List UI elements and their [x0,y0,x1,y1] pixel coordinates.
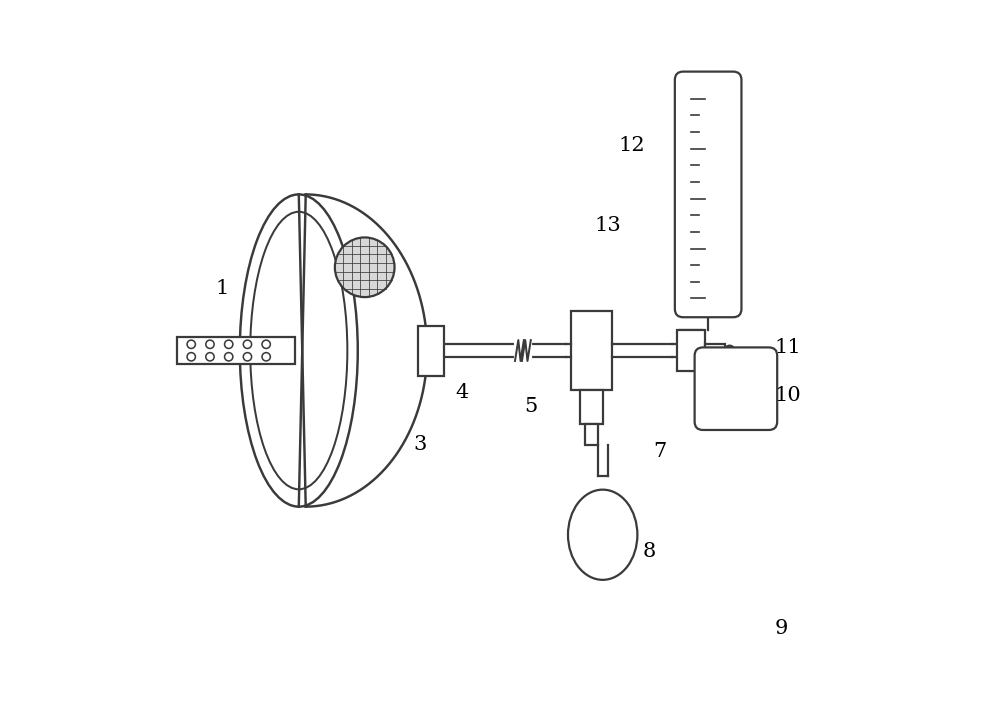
Bar [418,326,444,375]
Text: 4: 4 [455,382,468,401]
Text: 1: 1 [216,278,229,297]
Ellipse shape [568,490,637,580]
FancyBboxPatch shape [675,72,741,317]
Text: 7: 7 [653,442,666,461]
Circle shape [335,237,395,297]
Text: 8: 8 [643,542,656,561]
Text: 11: 11 [775,338,801,357]
FancyBboxPatch shape [695,348,777,430]
Circle shape [725,346,735,355]
Text: 10: 10 [775,386,801,405]
Bar [585,423,598,445]
Text: 12: 12 [619,137,645,155]
Text: 13: 13 [594,216,621,235]
Text: 2: 2 [268,348,281,367]
Text: 9: 9 [774,619,788,638]
Text: 6: 6 [587,411,600,430]
Bar [705,344,725,357]
Bar [571,311,612,390]
Bar [580,390,603,423]
Bar [177,337,295,364]
Text: 3: 3 [414,435,427,454]
Text: 5: 5 [525,396,538,416]
Polygon shape [299,195,427,507]
Bar [677,330,705,372]
